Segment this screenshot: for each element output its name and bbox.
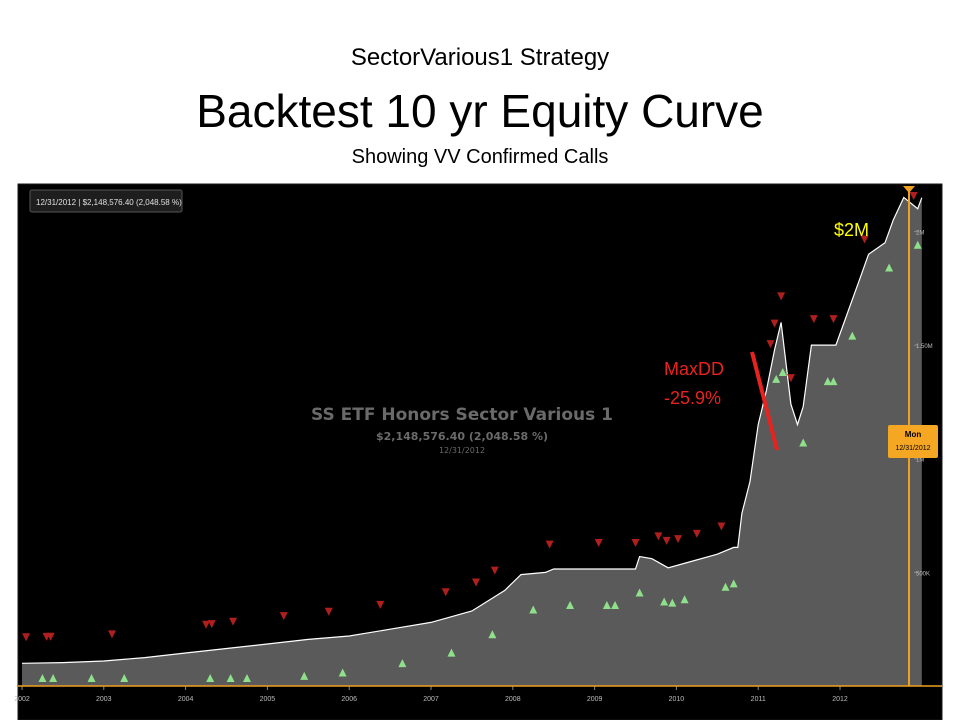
y-tick-label: 1.50M	[916, 344, 933, 350]
x-tick-label: 2010	[669, 696, 685, 703]
equity-area	[21, 196, 923, 686]
buy-signal-marker	[913, 240, 922, 249]
sell-signal-marker	[472, 578, 480, 587]
page-title: Backtest 10 yr Equity Curve	[196, 85, 764, 137]
sell-signal-marker	[441, 588, 450, 597]
sell-signal-marker	[777, 292, 786, 301]
buy-signal-marker	[778, 368, 787, 376]
buy-signal-marker	[488, 630, 497, 639]
page-subtitle: Showing VV Confirmed Calls	[351, 146, 609, 168]
sell-signal-marker	[770, 319, 779, 328]
maxdd-value: -25.9%	[664, 388, 721, 408]
sell-signal-marker	[229, 617, 238, 626]
buy-signal-marker	[226, 674, 235, 682]
x-tick-label: 2011	[751, 696, 766, 703]
x-tick-label: 2012	[832, 696, 848, 703]
buy-signal-marker	[566, 600, 575, 609]
axes: 2002 2003 2004 2005 2006 2007 2008 2009 2010 2011…	[14, 230, 932, 703]
sell-signal-marker	[654, 532, 663, 541]
buy-signal-marker	[300, 671, 309, 680]
equity-line	[21, 196, 923, 664]
sell-signal-marker	[692, 529, 701, 538]
buy-signal-marker	[668, 598, 677, 607]
sell-signal-marker	[207, 620, 216, 629]
x-tick-label: 2009	[587, 696, 603, 703]
sell-signal-marker	[324, 607, 333, 616]
x-tick-label: 2008	[505, 696, 521, 703]
maxdd-label: MaxDD	[664, 359, 724, 379]
cursor-date-text: 12/31/2012	[895, 445, 930, 452]
buy-signal-marker	[829, 377, 838, 386]
info-box	[29, 189, 183, 213]
buy-signal-marker	[680, 595, 689, 604]
x-tick-label: 2004	[178, 696, 194, 703]
x-tick-label: 2006	[341, 696, 357, 703]
buy-signal-marker	[660, 597, 669, 606]
sell-signal-marker	[490, 566, 499, 575]
buy-signal-marker	[602, 600, 611, 609]
sell-signal-marker	[717, 522, 726, 531]
sell-signal-marker	[107, 630, 116, 639]
watermark-date: 12/31/2012	[439, 446, 485, 455]
maxdd-arrow	[750, 351, 779, 451]
y-tick-label: 1M	[916, 458, 924, 464]
sell-signal-marker	[46, 632, 55, 641]
sell-signal-marker	[674, 535, 683, 544]
buy-signal-marker	[338, 668, 347, 677]
sell-signal-marker	[662, 536, 671, 545]
sell-signal-marker	[376, 600, 385, 609]
sell-signal-marker	[631, 538, 640, 547]
sell-signal-marker	[829, 315, 838, 324]
buy-signal-marker	[611, 600, 620, 609]
cursor-top-handle[interactable]	[903, 186, 915, 193]
watermark-value: $2,148,576.40 (2,048.58 %)	[376, 430, 548, 443]
buy-signal-marker	[447, 648, 456, 657]
buy-signal-marker	[206, 674, 215, 682]
cursor-day-text: Mon	[905, 430, 922, 439]
y-tick-label: 500K	[916, 571, 930, 577]
watermark-title: SS ETF Honors Sector Various 1	[311, 405, 613, 425]
x-tick-label: 2002	[14, 696, 30, 703]
sell-signal-marker	[545, 540, 554, 549]
strategy-title: SectorVarious1 Strategy	[350, 44, 610, 71]
buy-signal-marker	[49, 674, 58, 682]
x-tick-label: 2003	[96, 696, 112, 703]
buy-signal-marker	[729, 579, 738, 588]
sell-signal-marker	[766, 340, 775, 349]
buy-signal-marker	[529, 605, 538, 614]
buy-signal-marker	[242, 674, 251, 682]
y-tick-label: 2M	[916, 230, 924, 236]
signal-markers	[22, 192, 922, 682]
sell-signal-marker	[909, 192, 918, 200]
chart-border	[17, 183, 943, 720]
buy-signal-marker	[799, 438, 808, 447]
sell-signal-marker	[786, 374, 795, 383]
info-box-text: 12/31/2012 | $2,148,576.40 (2,048.58 %)	[36, 198, 182, 207]
equity-area-fill	[22, 197, 922, 686]
sell-signal-marker	[202, 620, 211, 629]
buy-signal-marker	[635, 588, 644, 597]
x-tick-label: 2005	[260, 696, 276, 703]
buy-signal-marker	[87, 674, 96, 682]
buy-signal-marker	[38, 674, 47, 682]
sell-signal-marker	[22, 633, 31, 642]
buy-signal-marker	[721, 582, 730, 591]
sell-signal-marker	[279, 612, 288, 621]
sell-signal-marker	[860, 235, 869, 244]
cursor-date-badge	[888, 425, 938, 458]
buy-signal-marker	[120, 674, 129, 682]
buy-signal-marker	[848, 331, 857, 340]
buy-signal-marker	[823, 377, 832, 386]
buy-signal-marker	[398, 659, 407, 668]
buy-signal-marker	[885, 263, 894, 272]
sell-signal-marker	[809, 315, 818, 324]
end-value-label: $2M	[834, 220, 869, 240]
buy-signal-marker	[772, 374, 781, 383]
x-tick-label: 2007	[423, 696, 439, 703]
sell-signal-marker	[594, 538, 603, 547]
